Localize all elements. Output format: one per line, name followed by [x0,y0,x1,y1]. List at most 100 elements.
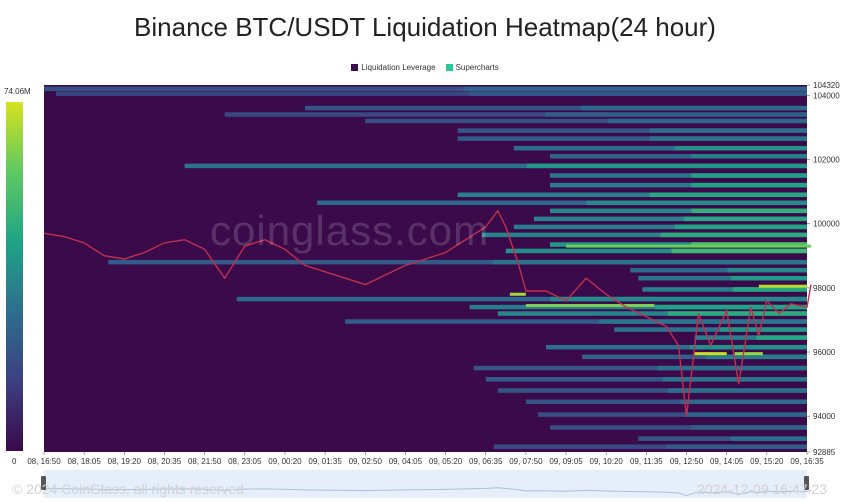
liquidation-band-core [756,335,807,340]
liquidation-band [56,91,808,96]
liquidation-band [473,365,807,371]
hot-liquidation-segment [694,352,727,356]
x-tick-label: 08, 18:05 [67,457,101,466]
liquidation-band-core [550,296,807,302]
liquidation-band [493,444,807,449]
liquidation-band-core [689,344,807,350]
liquidation-band-core [680,399,807,405]
legend-item-liquidation-leverage[interactable]: Liquidation Leverage [351,63,436,72]
liquidation-band [549,242,807,247]
liquidation-band-core [675,145,807,151]
liquidation-band [317,200,807,206]
liquidation-band-core [731,436,807,441]
liquidation-band-core [691,153,807,159]
liquidation-band [638,275,807,281]
y-tick-label: 92885 [813,448,836,457]
liquidation-band-core [727,267,807,273]
liquidation-band-core [667,388,807,393]
liquidation-band-core [660,232,807,238]
liquidation-band-core [691,242,807,247]
x-tick-label: 08, 21:50 [188,457,222,466]
liquidation-band-core [492,259,807,265]
x-tick-label: 08, 16:50 [27,457,61,466]
liquidation-band [305,105,807,111]
liquidation-band-core [684,216,807,222]
liquidation-band-core [691,173,807,178]
x-tick-label: 09, 12:50 [670,457,704,466]
colorbar-min-label: 0 [12,457,17,466]
x-tick-label: 09, 15:20 [750,457,784,466]
hot-liquidation-segment [758,284,807,288]
hot-liquidation-segment [566,244,812,248]
liquidation-band [485,377,807,382]
liquidation-band [513,224,807,230]
liquidation-band [481,232,807,238]
hot-liquidation-segment [734,352,763,356]
liquidation-band [44,86,807,92]
x-tick-label: 08, 20:35 [148,457,182,466]
range-handle-right[interactable] [804,476,809,490]
liquidation-band [457,128,807,133]
liquidation-band-core [732,287,807,292]
x-tick-label: 09, 06:35 [469,457,503,466]
legend-swatch-liquidation-leverage [351,64,359,71]
liquidation-band-core [662,377,807,382]
liquidation-band-core [671,248,807,254]
y-tick-label: 104000 [813,91,840,100]
liquidation-band-core [657,365,807,371]
liquidation-band [549,173,807,178]
liquidation-band [549,182,807,188]
liquidation-band-core [649,136,807,141]
x-tick-label: 09, 05:20 [429,457,463,466]
colorbar-max-label: 74.06M [4,87,31,96]
x-tick-label: 09, 10:20 [590,457,624,466]
x-tick-label: 08, 23:05 [228,457,262,466]
x-tick-label: 09, 04:05 [389,457,423,466]
liquidation-band [614,327,807,332]
hot-liquidation-segment [525,303,655,307]
watermark: coinglass.com [210,207,490,254]
liquidation-band [525,399,807,405]
liquidation-band [469,304,807,310]
x-tick-label: 09, 00:20 [268,457,302,466]
liquidation-band [365,118,807,124]
y-tick-label: 104320 [813,81,840,90]
liquidation-band [345,319,807,324]
liquidation-band [549,425,807,430]
x-tick-label: 09, 09:05 [549,457,583,466]
liquidation-band [497,388,807,393]
chart-title: Binance BTC/USDT Liquidation Heatmap(24 … [134,12,716,42]
y-tick-label: 94000 [813,412,836,421]
liquidation-band [537,412,807,417]
liquidation-band-core [526,163,807,169]
x-tick-label: 09, 16:35 [790,457,824,466]
liquidation-band-core [655,304,807,310]
liquidation-band [497,311,807,316]
y-tick-label: 96000 [813,348,836,357]
liquidation-band [582,354,807,360]
liquidation-band-core [463,86,807,92]
liquidation-band [549,208,807,214]
x-tick-label: 08, 19:20 [108,457,142,466]
liquidation-band [549,153,807,159]
liquidation-band [236,296,808,302]
range-handle-left[interactable] [41,476,46,490]
liquidation-band [513,145,807,151]
liquidation-band [630,267,807,273]
liquidation-band-core [691,182,807,188]
liquidation-band-core [666,444,807,449]
liquidation-band-core [608,118,807,124]
liquidation-band [638,436,807,441]
legend: Liquidation Leverage Supercharts [0,63,850,72]
liquidation-band-core [581,105,807,111]
legend-item-supercharts[interactable]: Supercharts [445,63,499,72]
liquidation-band [224,112,808,117]
legend-label-liquidation-leverage: Liquidation Leverage [361,63,436,72]
x-tick-label: 09, 07:50 [509,457,543,466]
footer-timestamp: 2024-12-09 16:47:23 [697,481,827,497]
liquidation-band [642,287,807,292]
liquidation-band-core [667,311,807,316]
y-tick-label: 102000 [813,155,840,164]
liquidation-band [533,216,807,222]
